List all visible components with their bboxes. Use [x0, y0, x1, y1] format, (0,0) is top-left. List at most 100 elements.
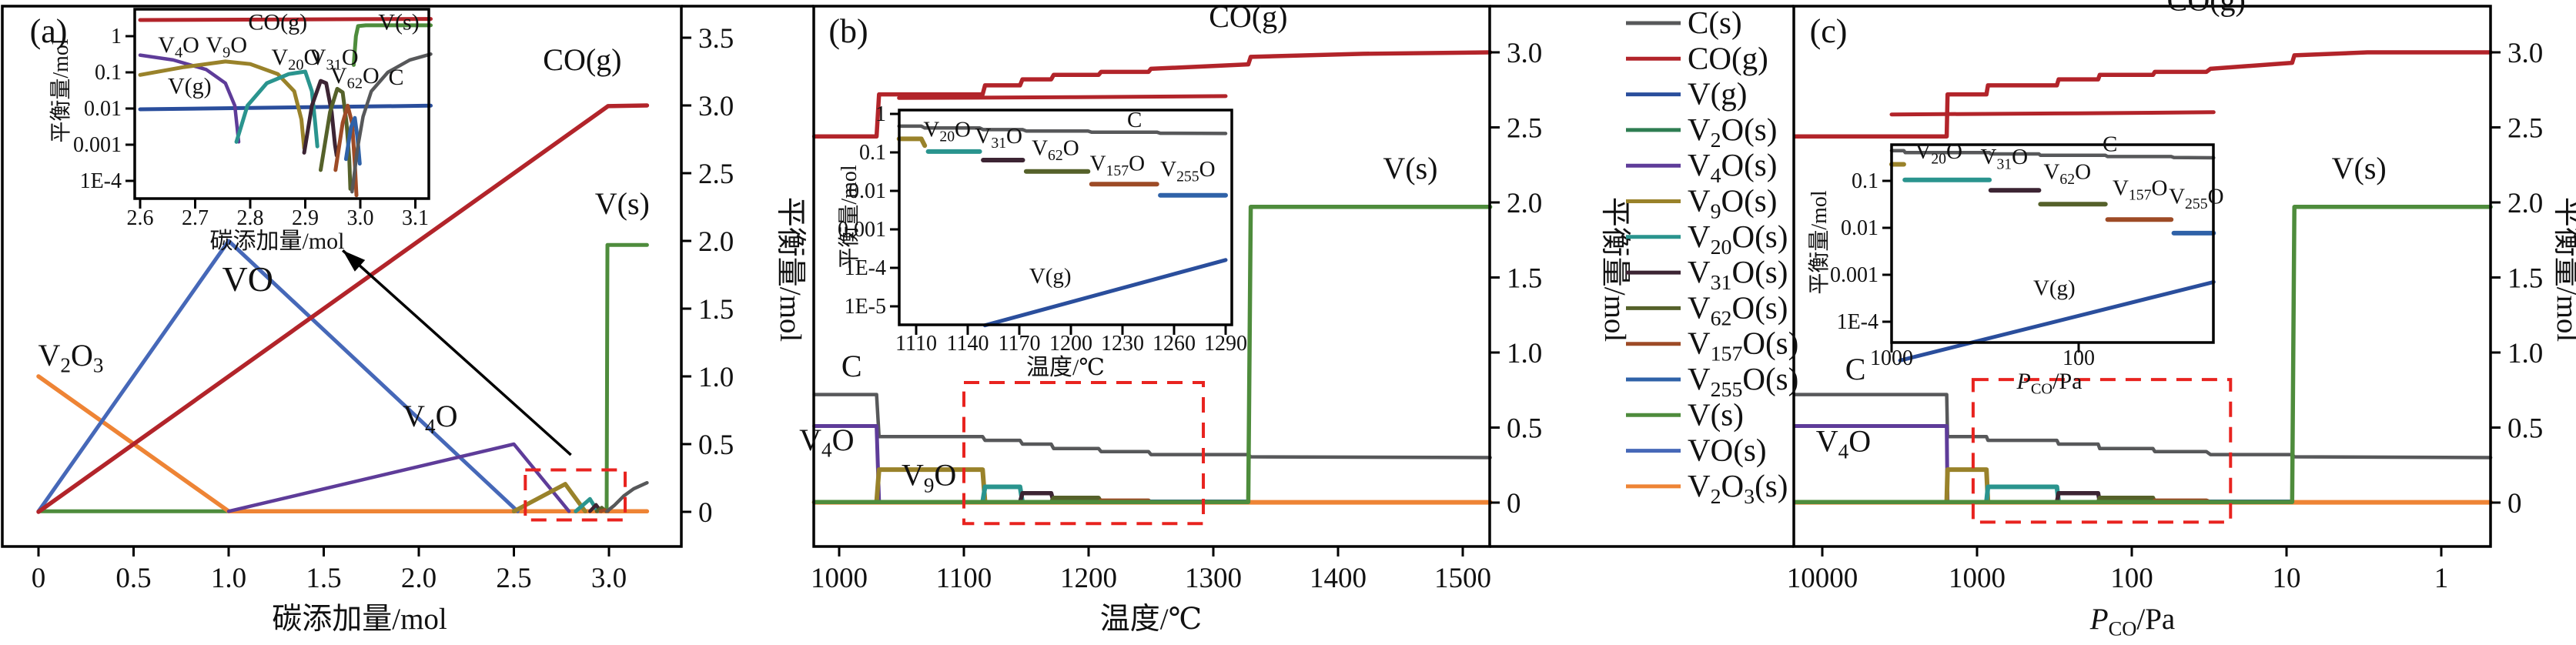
- panel-letter: (b): [828, 12, 868, 50]
- series-V9O: [511, 482, 587, 514]
- legend-item-V2O3(s): V2O3(s): [1626, 468, 1788, 509]
- y-tick-label: 0.5: [1507, 413, 1542, 445]
- x-tick-label: 1000: [1949, 563, 2006, 594]
- series-CO(g): [1889, 110, 2216, 117]
- series-VO: [36, 239, 520, 513]
- y-tick-label: 2.0: [1507, 188, 1542, 219]
- legend-label: C(s): [1688, 5, 1742, 40]
- legend-label: V4O(s): [1688, 147, 1777, 188]
- curve-label: V31O: [309, 45, 359, 74]
- panel-a: 0 0.5 1.0 1.5 2.0 2.5 3.0碳添加量/mol00.51.01.52.0…: [1, 5, 807, 636]
- y-tick-label: 1E-5: [845, 295, 886, 319]
- curve-label: CO(g): [2167, 0, 2246, 17]
- series-CO(g): [1792, 50, 2493, 139]
- curve-label: CO(g): [1209, 0, 1287, 34]
- x-tick-label: 3.0: [347, 206, 374, 230]
- y-tick-label: 2.5: [698, 159, 734, 190]
- curve-label: V20O: [923, 117, 971, 145]
- legend-item-V62O(s): V62O(s): [1626, 289, 1788, 330]
- plot-frame: [133, 8, 430, 200]
- y-tick-label: 1: [875, 102, 886, 126]
- legend-item-V31O(s): V31O(s): [1626, 254, 1788, 295]
- y-tick-label: 1E-4: [80, 169, 122, 193]
- y-tick-label: 1.0: [2507, 338, 2543, 369]
- y-tick-label: 0.001: [73, 133, 122, 157]
- x-tick-label: 1110: [895, 332, 937, 356]
- arrowhead-icon: [343, 250, 366, 272]
- curve-label: V62O: [330, 63, 380, 92]
- curve-label: C: [1845, 352, 1866, 386]
- x-tick-label: 3.1: [402, 206, 429, 230]
- curve-label: V(s): [378, 10, 419, 35]
- curve-label: CO(g): [248, 10, 307, 35]
- curve-label: V(g): [1029, 264, 1072, 289]
- curve-label: V62O: [2043, 159, 2091, 187]
- legend-label: V62O(s): [1688, 289, 1788, 330]
- curve-label: V62O: [1032, 136, 1079, 164]
- series-V(g): [982, 258, 1228, 328]
- panel-a-inset: 2.6 2.7 2.8 2.9 3.0 3.1 碳添加量/mol 1 0.1 0.01 0.001 1…: [49, 8, 433, 254]
- y-tick-label: 0.01: [84, 97, 122, 121]
- y-tick-label: 3.0: [698, 91, 734, 122]
- y-axis-label: 平衡量/mol: [837, 165, 861, 269]
- x-tick-label: 0.5: [115, 563, 151, 594]
- y-tick-label: 1.5: [2507, 263, 2543, 295]
- y-axis-label: 平衡量/mol: [2551, 197, 2576, 343]
- curve-label: V(s): [1383, 151, 1437, 185]
- legend-label: VO(s): [1688, 433, 1766, 468]
- y-tick-label: 1.5: [1507, 263, 1542, 295]
- y-tick-label: 0: [698, 497, 713, 529]
- series-V(s): [1792, 205, 2493, 504]
- x-tick-label: 100: [2110, 563, 2153, 594]
- x-tick-label: 1200: [1049, 332, 1092, 356]
- panel-letter: (a): [30, 12, 68, 50]
- highlight-dash-box: [1971, 378, 2233, 524]
- y-tick-label: 1E-4: [845, 256, 886, 280]
- x-tick-label: 1100: [936, 563, 992, 594]
- y-axis-label: 平衡量/mol: [774, 197, 807, 343]
- x-tick-label: 1140: [947, 332, 989, 356]
- y-tick-label: 0.01: [848, 179, 886, 203]
- y-tick-label: 1.0: [698, 362, 734, 393]
- x-tick-label: 0: [32, 563, 46, 594]
- y-tick-label: 1.5: [698, 294, 734, 326]
- series-CO(g): [811, 50, 1493, 139]
- plot-frame: [1890, 143, 2215, 344]
- series-V(g): [138, 103, 433, 112]
- curve-label: VO: [222, 259, 273, 299]
- x-axis-label: 温度/℃: [1100, 603, 1202, 636]
- y-tick-label: 2.5: [1507, 113, 1542, 145]
- y-tick-label: 2.0: [2507, 188, 2543, 219]
- y-tick-label: 0.001: [838, 218, 886, 242]
- curve-label: V4O: [158, 32, 199, 62]
- curve-label: V157O: [2113, 175, 2167, 203]
- x-tick-label: 1300: [1185, 563, 1242, 594]
- series-C: [812, 393, 1492, 460]
- legend-item-V157O(s): V157O(s): [1626, 326, 1798, 366]
- legend-item-V20O(s): V20O(s): [1626, 219, 1788, 259]
- x-tick-label: 1230: [1101, 332, 1144, 356]
- x-axis-label: 温度/℃: [1026, 355, 1105, 380]
- y-axis-label: 平衡量/mol: [49, 38, 73, 143]
- series-C: [1889, 149, 2216, 160]
- legend-label: V255O(s): [1688, 361, 1798, 402]
- series-V9O: [1944, 467, 1991, 505]
- x-tick-label: 1260: [1153, 332, 1196, 356]
- x-tick-label: 2.7: [182, 206, 209, 230]
- legend: C(s)CO(g)V(g)V2O(s)V4O(s)V9O(s)V20O(s)V3…: [1626, 5, 1798, 509]
- series-V(s): [351, 23, 433, 67]
- curve-label: V255O: [2169, 184, 2223, 212]
- legend-label: V2O3(s): [1688, 468, 1788, 509]
- series-V20O: [1984, 484, 2061, 505]
- series-V20O: [234, 69, 319, 149]
- legend-item-V(s): V(s): [1626, 396, 1744, 432]
- curve-label: V255O: [1160, 157, 1215, 185]
- legend-item-V2O(s): V2O(s): [1626, 112, 1777, 152]
- curve-label: V20O: [271, 45, 320, 74]
- legend-item-V255O(s): V255O(s): [1626, 361, 1798, 402]
- x-axis-label: PCO/Pa: [2089, 603, 2176, 640]
- y-tick-label: 1.0: [1507, 338, 1542, 369]
- y-tick-label: 1: [111, 25, 122, 48]
